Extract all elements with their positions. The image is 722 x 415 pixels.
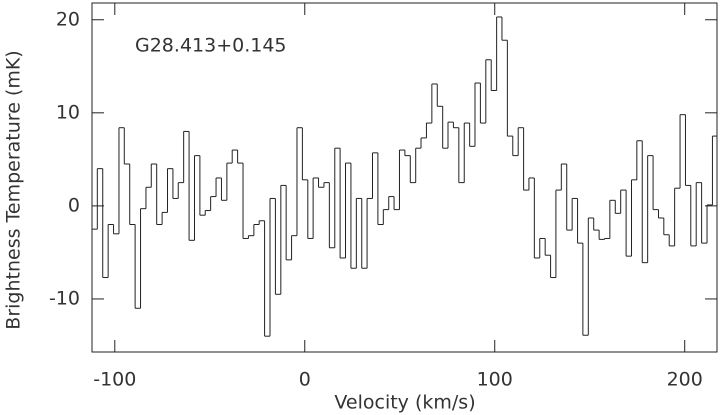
y-tick-label: -10 (49, 287, 80, 309)
y-tick-label: 10 (56, 101, 80, 123)
x-axis-label: Velocity (km/s) (334, 392, 475, 414)
x-tick-label: -100 (93, 369, 136, 391)
x-tick-label: 200 (667, 369, 703, 391)
y-axis-label: Brightness Temperature (mK) (3, 50, 25, 329)
x-tick-label: 0 (299, 369, 311, 391)
x-tick-label: 100 (477, 369, 513, 391)
step-connector (96, 16, 713, 337)
annotation: G28.413+0.145 (135, 35, 287, 57)
plot-frame (91, 2, 718, 353)
y-tick-label: 20 (56, 8, 80, 30)
y-tick-label: 0 (68, 194, 80, 216)
